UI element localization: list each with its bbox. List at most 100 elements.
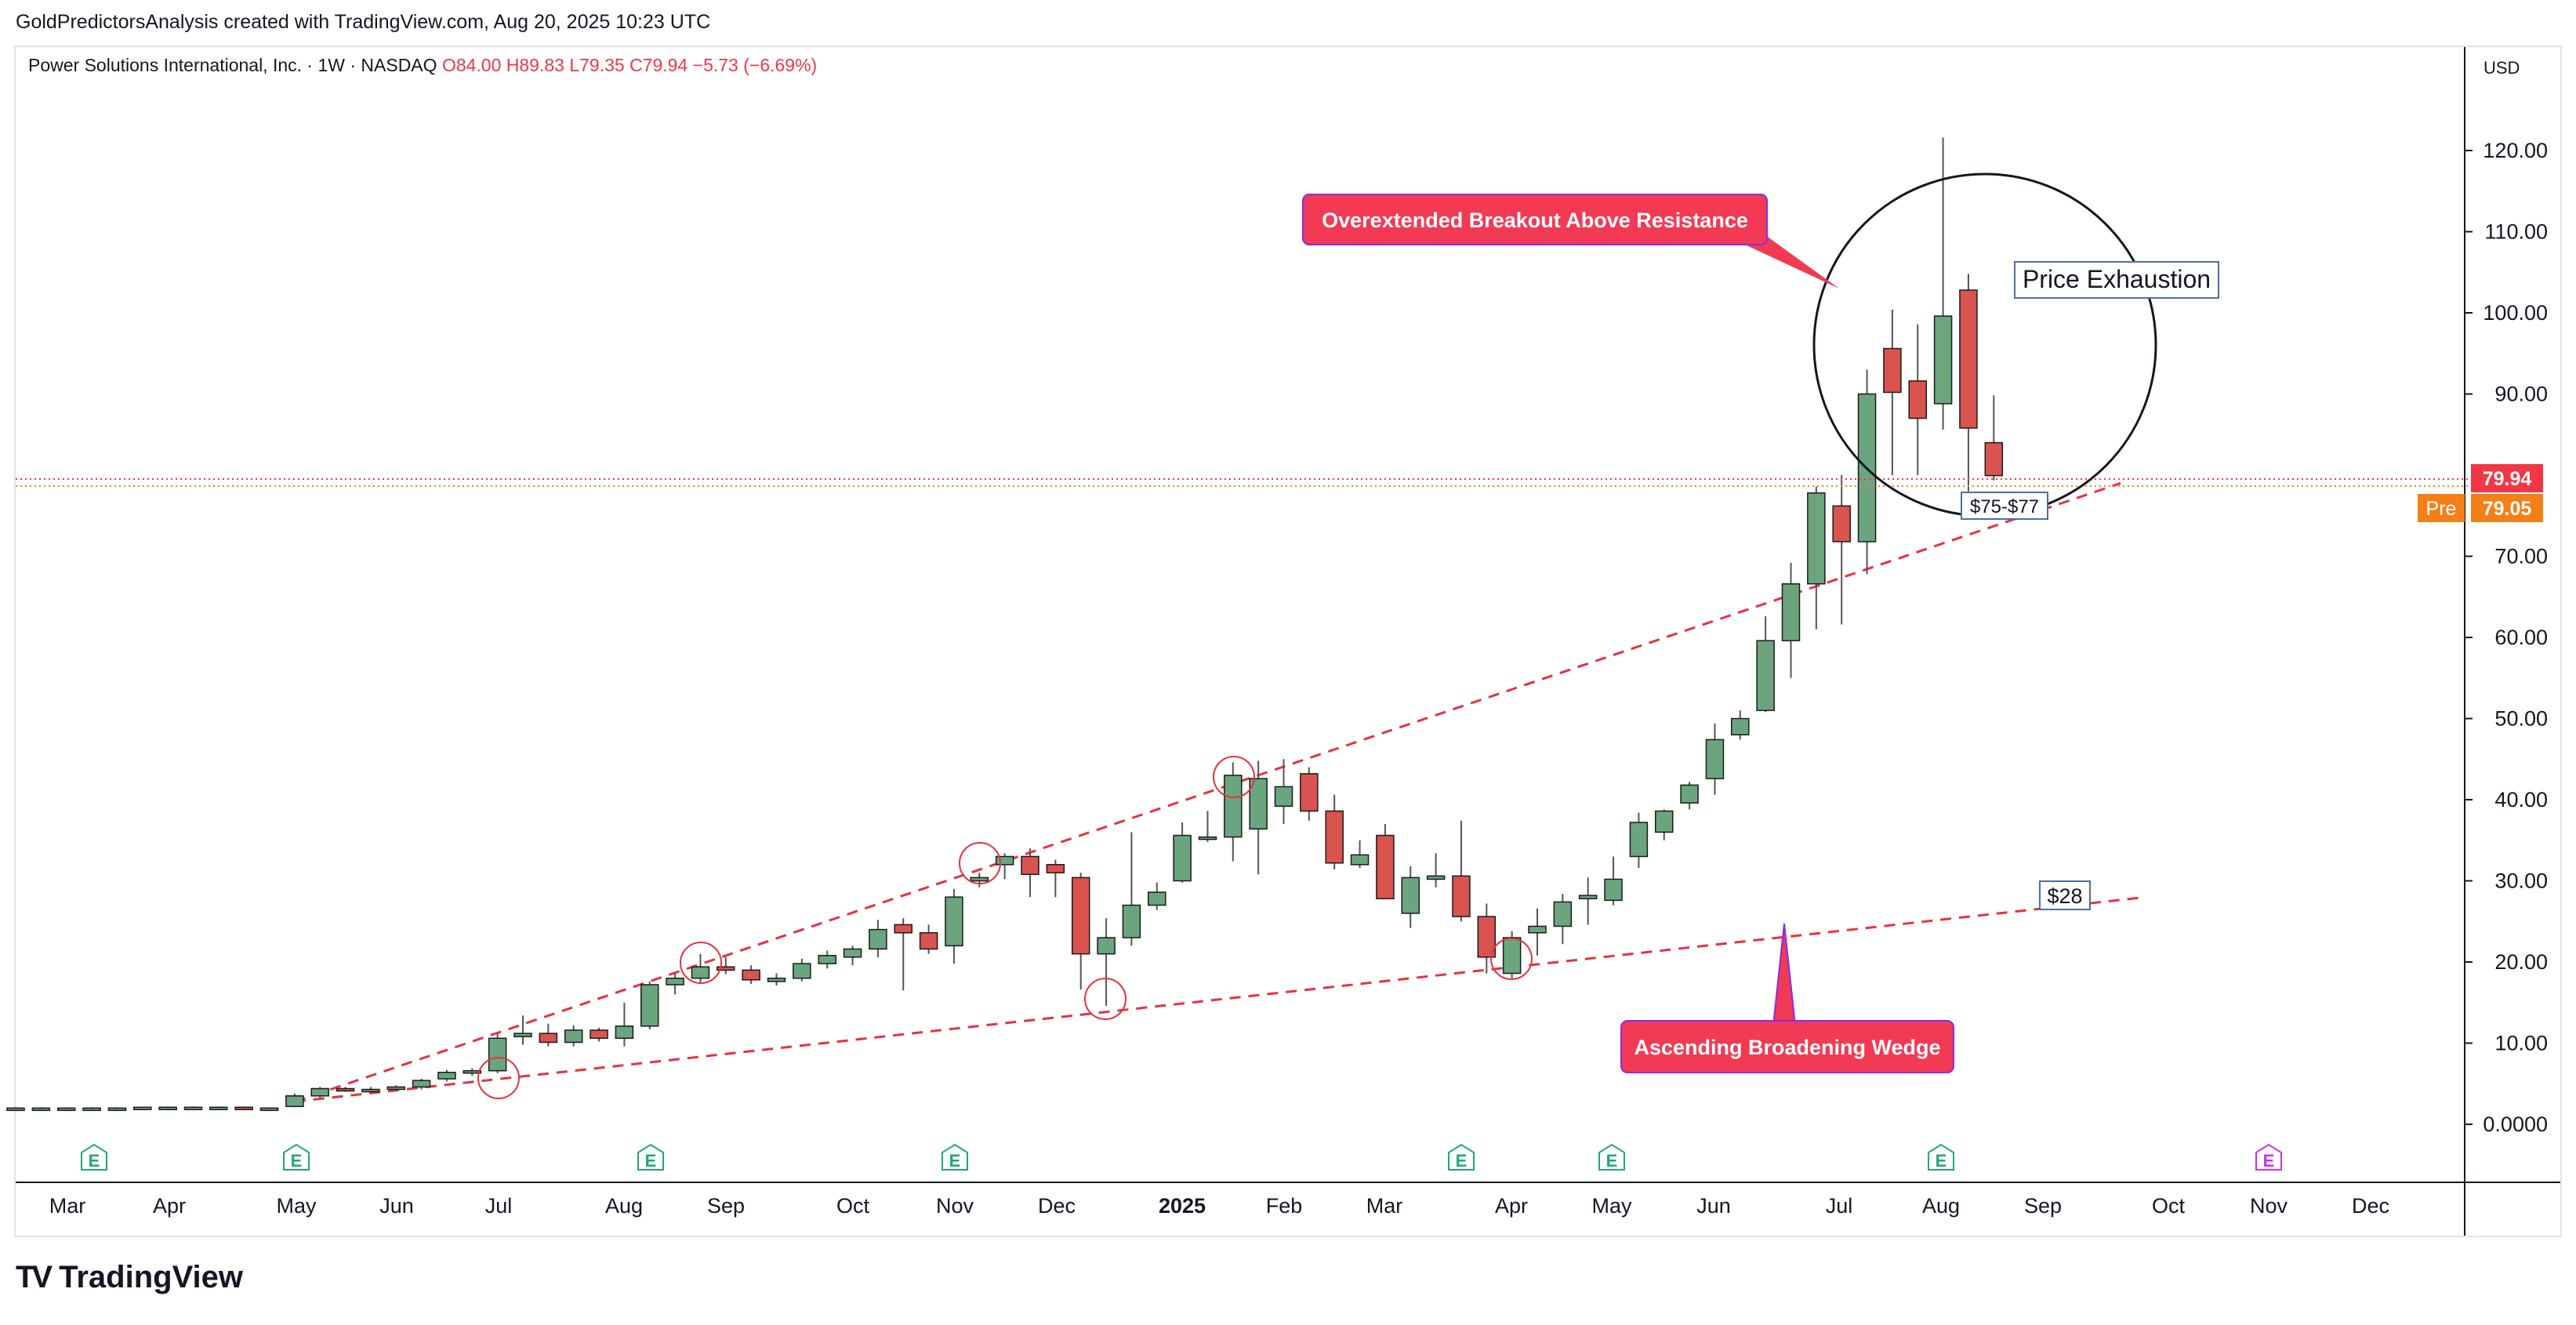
swing-marker: [680, 942, 722, 984]
candle: [1781, 562, 1801, 678]
candle-body: [56, 1107, 76, 1112]
candle-body: [158, 1106, 177, 1111]
y-tick-label: 0.0000: [2483, 1113, 2548, 1136]
exhaustion-text: Price Exhaustion: [2023, 265, 2211, 293]
candle: [843, 946, 862, 966]
candle-body: [894, 924, 912, 934]
candle: [234, 1106, 253, 1111]
candle: [1933, 137, 1953, 430]
candle: [919, 924, 938, 954]
earnings-icon-shape: [1448, 1143, 1475, 1171]
earnings-icon-letter: E: [1456, 1151, 1468, 1171]
candle: [1426, 853, 1446, 888]
candle-body: [1553, 901, 1573, 928]
y-tick-label: 60.00: [2494, 626, 2548, 649]
candle-body: [869, 928, 887, 950]
earnings-icon: E: [81, 1143, 107, 1171]
y-tick-label: 40.00: [2494, 788, 2548, 811]
x-tick-label: Feb: [1266, 1194, 1303, 1218]
support-trendline[interactable]: [294, 895, 2146, 1103]
candle-body: [1376, 834, 1395, 900]
earnings-icon-shape: [637, 1143, 664, 1171]
candle-body: [1401, 877, 1420, 914]
chart-frame: [14, 45, 2562, 1237]
ohlc-close: C79.94: [629, 55, 688, 75]
last-price-value: 79.94: [2483, 468, 2532, 490]
candle-body: [1097, 937, 1116, 955]
resistance-trendline[interactable]: [294, 481, 2121, 1103]
x-tick-label: Sep: [2024, 1194, 2062, 1218]
breakout-callout[interactable]: Overextended Breakout Above Resistance: [1302, 194, 1839, 289]
x-axis[interactable]: Mar Apr May Jun Jul Aug Sep Oct Nov Dec 2025 Feb Mar…: [49, 1194, 2389, 1218]
exhaustion-label[interactable]: Price Exhaustion: [2014, 261, 2219, 299]
swing-marker: [1490, 938, 1533, 980]
candle: [564, 1025, 583, 1047]
earnings-icon: E: [1598, 1143, 1625, 1171]
candle: [1097, 918, 1116, 1006]
candle-body: [945, 896, 963, 947]
ohlc-high: H89.83: [506, 55, 564, 75]
candle-body: [767, 977, 786, 982]
x-tick-label: Mar: [49, 1194, 86, 1218]
candle-body: [564, 1029, 583, 1044]
swing-point-markers: [477, 756, 1533, 1099]
grid-layer: [16, 47, 2560, 1236]
y-axis[interactable]: 0.0000 10.00 20.00 30.00 40.00 50.00 60.00 70.0…: [2465, 139, 2548, 1136]
candle: [1578, 877, 1598, 925]
candle-body: [386, 1086, 405, 1091]
candle: [1325, 794, 1344, 870]
candle-body: [1959, 289, 1978, 429]
candle-body: [1122, 904, 1141, 938]
candle-body: [285, 1095, 304, 1107]
candle-body: [1781, 583, 1801, 641]
candle: [1908, 324, 1927, 475]
candle-body: [31, 1107, 51, 1112]
candle-body: [1274, 786, 1293, 808]
candle: [590, 1027, 608, 1042]
earnings-icon-shape: [942, 1143, 968, 1171]
candle: [513, 1015, 532, 1045]
candle-body: [640, 984, 659, 1027]
candle-body: [361, 1088, 380, 1093]
candle: [767, 973, 786, 986]
candle: [1021, 848, 1039, 898]
candle: [615, 1002, 634, 1047]
swing-marker: [1213, 756, 1255, 798]
candle-body: [412, 1080, 431, 1088]
candle: [1452, 820, 1471, 922]
wedge-callout[interactable]: Ascending Broadening Wedge: [1620, 923, 1954, 1073]
candle-body: [1604, 878, 1623, 902]
earnings-icon-shape: [1928, 1143, 1954, 1171]
candle-body: [615, 1026, 634, 1040]
earnings-icon: E: [1928, 1143, 1954, 1171]
x-tick-label: May: [1591, 1194, 1632, 1218]
symbol-name[interactable]: Power Solutions International, Inc. · 1W…: [28, 55, 437, 75]
candle-body: [1325, 810, 1344, 864]
candle: [1274, 759, 1293, 825]
candle: [285, 1093, 304, 1108]
candle: [1477, 903, 1497, 974]
candle-body: [1148, 891, 1166, 906]
candle-body: [82, 1107, 101, 1112]
candle-body: [1021, 855, 1039, 875]
candle-body: [1883, 347, 1902, 394]
candle: [640, 981, 659, 1029]
earnings-icon-letter: E: [949, 1151, 961, 1171]
target-label[interactable]: $75-$77: [1961, 492, 2048, 520]
candle: [1857, 369, 1877, 575]
candle-body: [666, 977, 684, 986]
candle: [1629, 812, 1649, 868]
candle: [1224, 762, 1243, 862]
support-label[interactable]: $28: [2039, 880, 2091, 910]
candle: [488, 1033, 507, 1073]
tradingview-logo[interactable]: TV TradingView: [16, 1258, 243, 1297]
y-tick-label: 110.00: [2484, 220, 2548, 244]
candle-body: [1173, 834, 1192, 882]
candle: [336, 1087, 355, 1092]
candle-body: [919, 931, 938, 950]
y-tick-label: 30.00: [2494, 869, 2548, 893]
earnings-icon-shape: [2255, 1143, 2282, 1171]
currency-label[interactable]: USD: [2483, 58, 2520, 78]
earnings-icon-shape: [283, 1143, 310, 1171]
